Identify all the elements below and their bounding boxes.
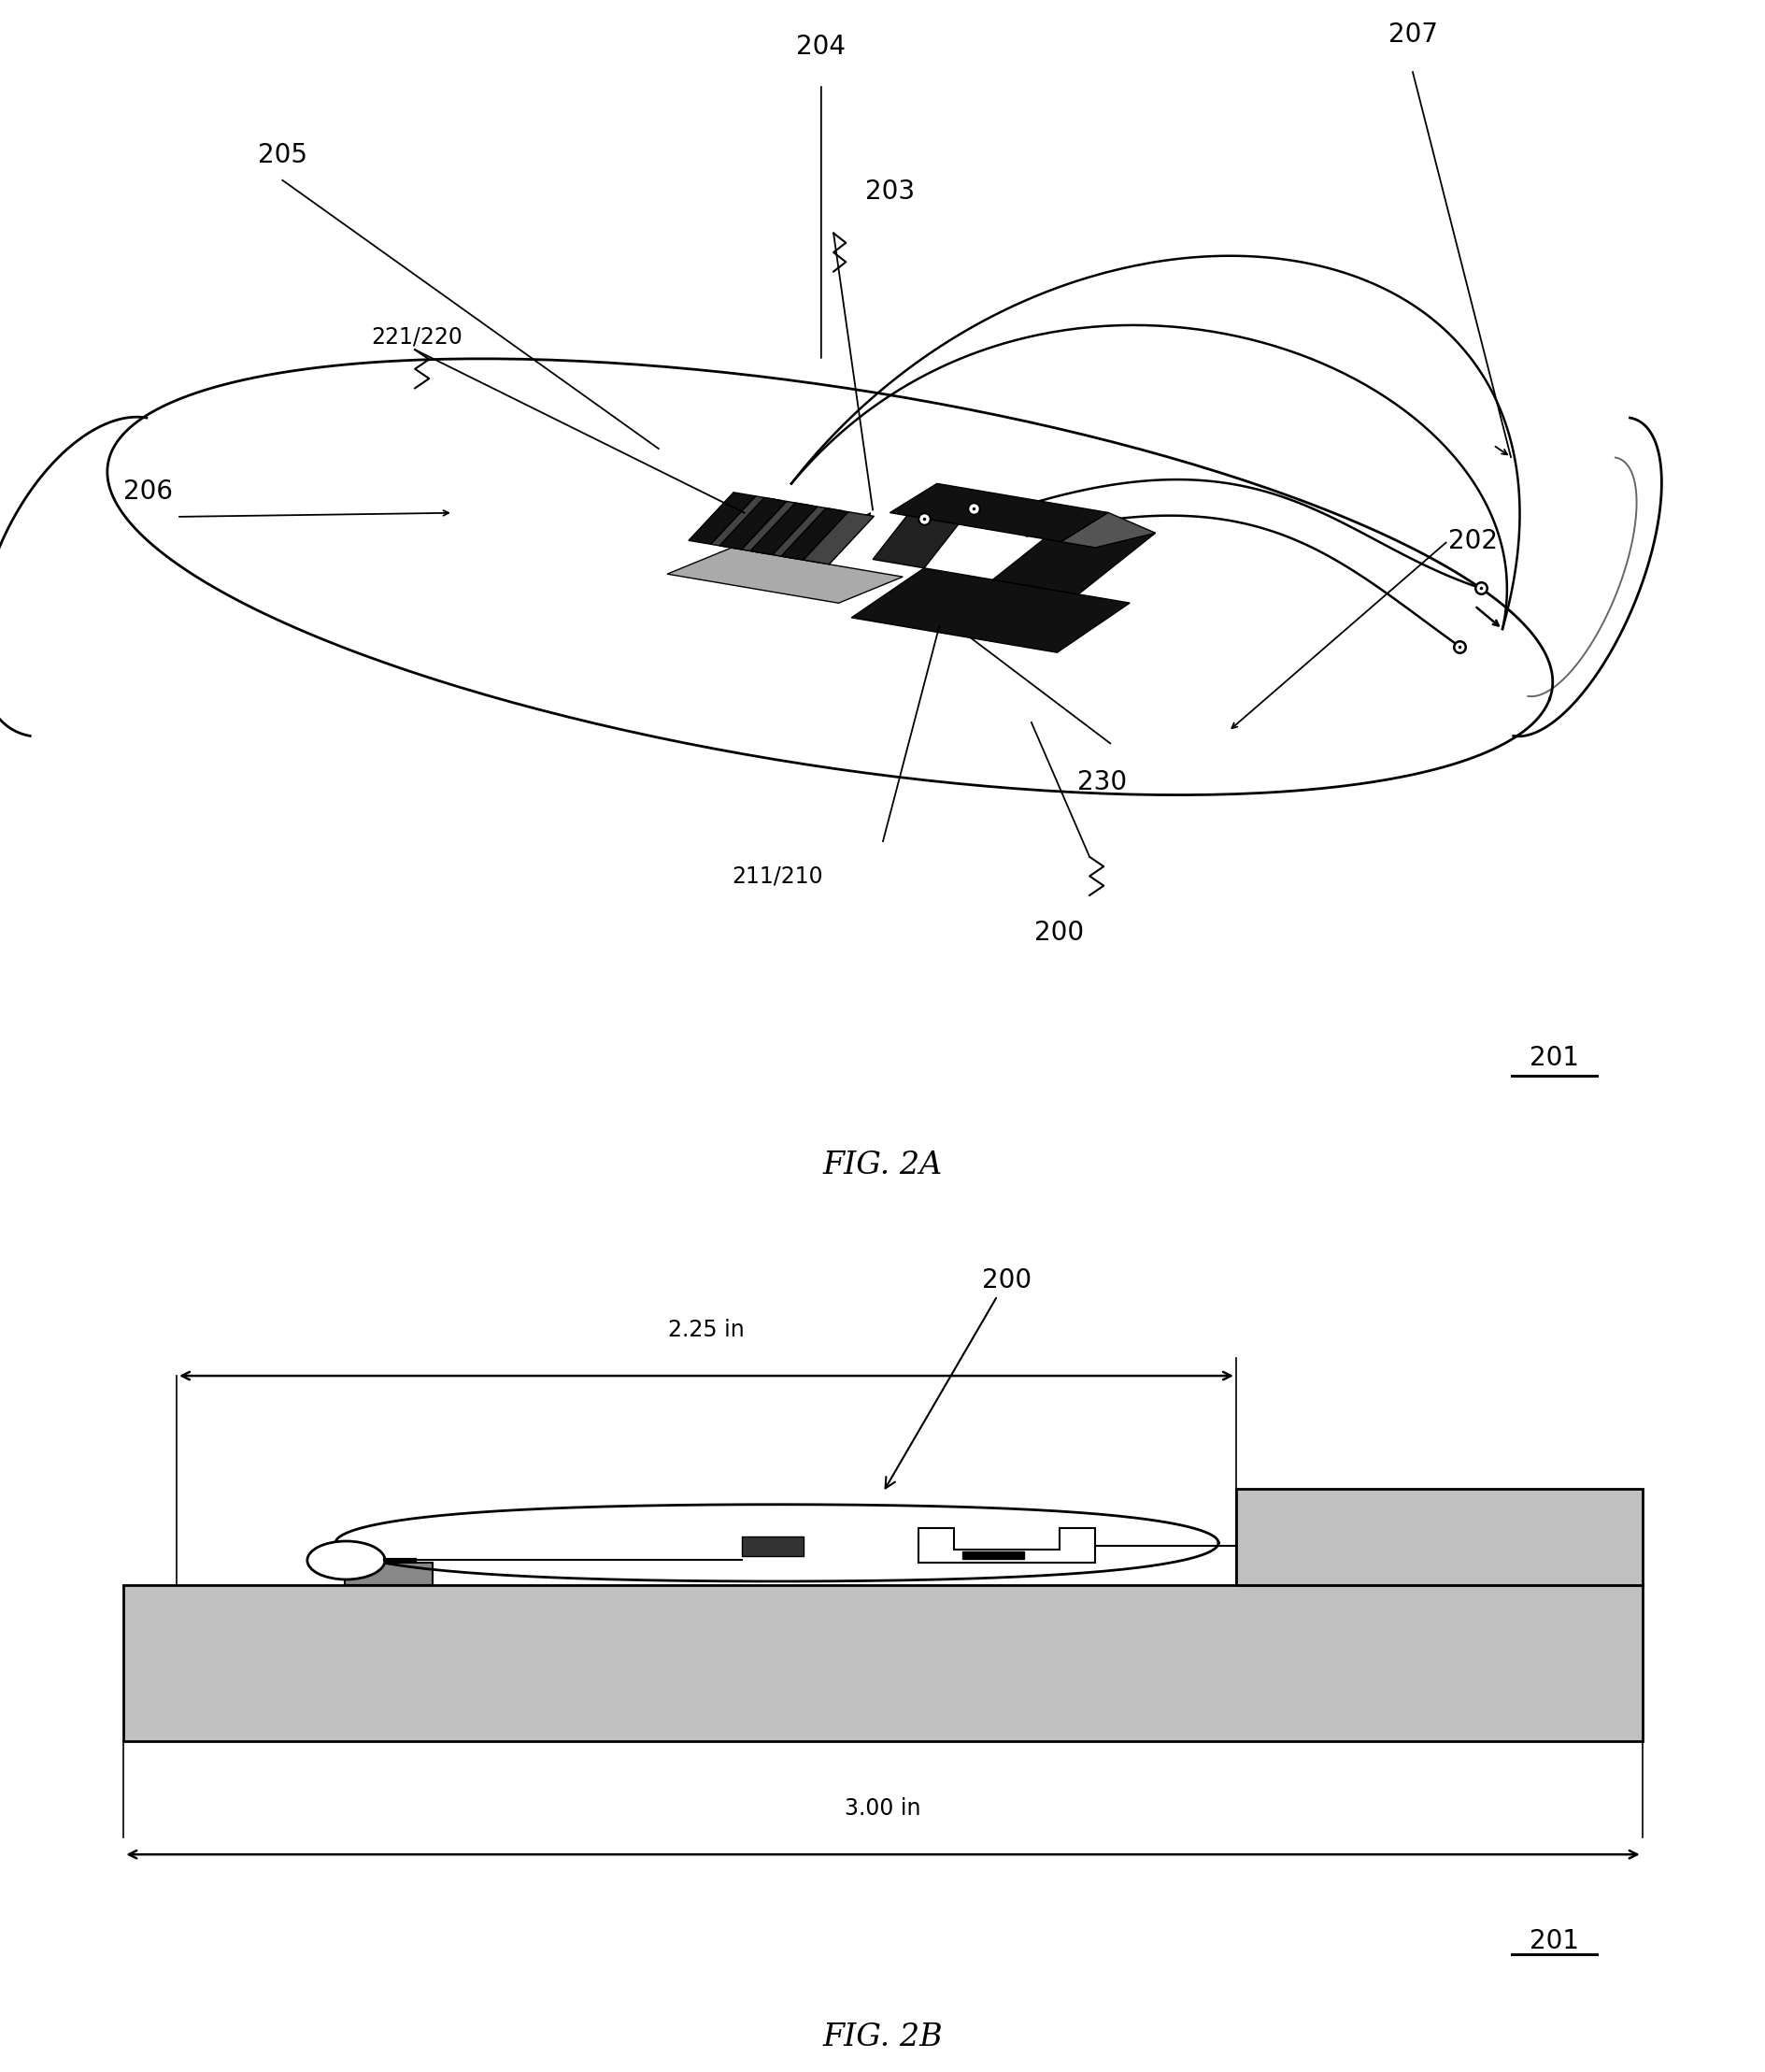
Text: 211/210: 211/210 — [731, 866, 822, 887]
Text: 3.00 in: 3.00 in — [844, 1796, 921, 1819]
Polygon shape — [872, 516, 958, 568]
Text: 204: 204 — [796, 33, 845, 60]
Polygon shape — [711, 495, 782, 549]
Text: 201: 201 — [1528, 1044, 1578, 1071]
Polygon shape — [718, 497, 785, 549]
Polygon shape — [124, 1585, 1641, 1740]
Text: 206: 206 — [124, 479, 173, 506]
Polygon shape — [851, 568, 1130, 653]
Text: 205: 205 — [258, 143, 307, 168]
Text: 230: 230 — [1077, 769, 1126, 796]
Text: 2.25 in: 2.25 in — [667, 1318, 745, 1341]
Text: 200: 200 — [1034, 920, 1084, 945]
Polygon shape — [780, 508, 847, 559]
Polygon shape — [890, 483, 1108, 541]
Text: FIG. 2A: FIG. 2A — [822, 1150, 943, 1181]
Polygon shape — [667, 547, 902, 603]
Text: 203: 203 — [865, 178, 914, 205]
Polygon shape — [803, 512, 874, 564]
Polygon shape — [750, 503, 817, 555]
Polygon shape — [688, 493, 755, 545]
Circle shape — [307, 1542, 385, 1579]
Polygon shape — [741, 501, 812, 553]
Polygon shape — [741, 1537, 803, 1556]
Text: 207: 207 — [1387, 23, 1437, 48]
Polygon shape — [344, 1562, 432, 1585]
Polygon shape — [962, 1552, 1024, 1558]
Text: 221/220: 221/220 — [371, 325, 462, 348]
Polygon shape — [992, 518, 1154, 595]
Text: 200: 200 — [884, 1266, 1031, 1488]
Polygon shape — [771, 508, 842, 559]
Polygon shape — [1236, 1490, 1641, 1585]
Polygon shape — [1061, 512, 1154, 547]
Text: 201: 201 — [1528, 1929, 1578, 1954]
Text: 202: 202 — [1447, 528, 1497, 553]
Text: FIG. 2B: FIG. 2B — [822, 2022, 943, 2051]
